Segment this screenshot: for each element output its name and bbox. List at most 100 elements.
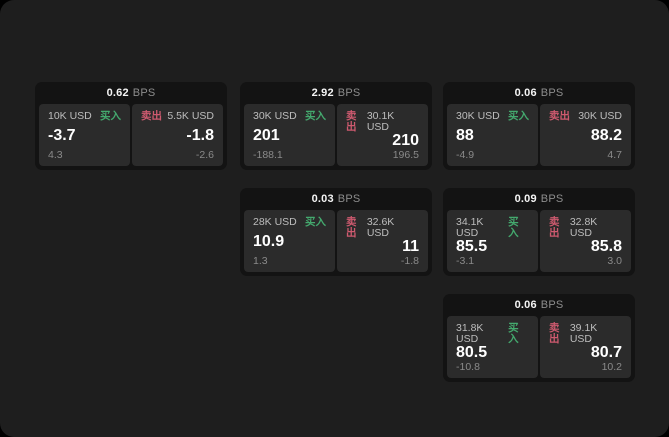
quote-card: 0.06 BPS 31.8K USD 买入 80.5 -10.8 卖出 39.1… xyxy=(443,294,635,382)
sell-amount: 32.6K USD xyxy=(366,216,395,239)
buy-price: 88 xyxy=(456,126,474,144)
buy-label: 买入 xyxy=(305,216,326,228)
buy-amount: 10K USD xyxy=(48,110,92,122)
buy-label: 买入 xyxy=(305,110,326,122)
sell-label: 卖出 xyxy=(141,110,162,122)
card-header: 0.09 BPS xyxy=(443,188,635,210)
buy-delta: -3.1 xyxy=(456,254,475,267)
panel-row: 30K USD 买入 88 -4.9 卖出 30K USD 88.2 4.7 xyxy=(443,104,635,166)
sell-panel-top: 卖出 30.1K USD xyxy=(346,111,419,132)
bps-unit-label: BPS xyxy=(337,87,361,99)
buy-label: 买入 xyxy=(508,216,519,239)
sell-label: 卖出 xyxy=(549,110,570,122)
sell-label: 卖出 xyxy=(346,110,357,133)
sell-amount: 39.1K USD xyxy=(569,322,598,345)
bps-value: 2.92 xyxy=(311,87,334,99)
buy-panel[interactable]: 30K USD 买入 201 -188.1 xyxy=(244,104,335,166)
panel-row: 34.1K USD 买入 85.5 -3.1 卖出 32.8K USD 85.8… xyxy=(443,210,635,272)
buy-panel[interactable]: 34.1K USD 买入 85.5 -3.1 xyxy=(447,210,538,272)
quote-card: 0.03 BPS 28K USD 买入 10.9 1.3 卖出 32.6K US… xyxy=(240,188,432,276)
panel-row: 28K USD 买入 10.9 1.3 卖出 32.6K USD 11 -1.8 xyxy=(240,210,432,272)
sell-price: 80.7 xyxy=(590,343,622,361)
buy-panel[interactable]: 28K USD 买入 10.9 1.3 xyxy=(244,210,335,272)
sell-panel-top: 卖出 30K USD xyxy=(549,111,622,122)
buy-price: 201 xyxy=(253,126,280,144)
sell-delta: -1.8 xyxy=(400,254,419,267)
buy-delta: 4.3 xyxy=(48,148,63,161)
buy-price: -3.7 xyxy=(48,126,76,144)
sell-price: -1.8 xyxy=(186,126,214,144)
quote-card: 0.06 BPS 30K USD 买入 88 -4.9 卖出 30K USD 8… xyxy=(443,82,635,170)
bps-unit-label: BPS xyxy=(540,87,564,99)
sell-price: 85.8 xyxy=(590,237,622,255)
sell-panel-top: 卖出 32.8K USD xyxy=(549,217,622,238)
bps-unit-label: BPS xyxy=(540,193,564,205)
panel-row: 30K USD 买入 201 -188.1 卖出 30.1K USD 210 1… xyxy=(240,104,432,166)
sell-panel[interactable]: 卖出 30K USD 88.2 4.7 xyxy=(540,104,631,166)
card-header: 0.03 BPS xyxy=(240,188,432,210)
panel-row: 10K USD 买入 -3.7 4.3 卖出 5.5K USD -1.8 -2.… xyxy=(35,104,227,166)
buy-panel-top: 31.8K USD 买入 xyxy=(456,323,529,344)
buy-delta: -4.9 xyxy=(456,148,475,161)
buy-panel-top: 28K USD 买入 xyxy=(253,217,326,228)
sell-panel[interactable]: 卖出 39.1K USD 80.7 10.2 xyxy=(540,316,631,378)
buy-delta: -188.1 xyxy=(253,148,283,161)
buy-label: 买入 xyxy=(508,110,529,122)
buy-amount: 28K USD xyxy=(253,216,297,228)
buy-delta: 1.3 xyxy=(253,254,268,267)
sell-price: 88.2 xyxy=(590,126,622,144)
buy-panel-top: 30K USD 买入 xyxy=(456,111,529,122)
sell-amount: 5.5K USD xyxy=(167,110,214,122)
card-header: 0.06 BPS xyxy=(443,82,635,104)
sell-delta: 10.2 xyxy=(601,360,622,373)
quote-card: 0.62 BPS 10K USD 买入 -3.7 4.3 卖出 5.5K USD… xyxy=(35,82,227,170)
buy-panel-top: 30K USD 买入 xyxy=(253,111,326,122)
sell-delta: 3.0 xyxy=(607,254,622,267)
sell-panel[interactable]: 卖出 5.5K USD -1.8 -2.6 xyxy=(132,104,223,166)
bps-unit-label: BPS xyxy=(337,193,361,205)
bps-unit-label: BPS xyxy=(132,87,156,99)
bps-value: 0.09 xyxy=(514,193,537,205)
buy-amount: 30K USD xyxy=(253,110,297,122)
quote-card: 2.92 BPS 30K USD 买入 201 -188.1 卖出 30.1K … xyxy=(240,82,432,170)
buy-panel[interactable]: 30K USD 买入 88 -4.9 xyxy=(447,104,538,166)
card-header: 2.92 BPS xyxy=(240,82,432,104)
sell-panel-top: 卖出 39.1K USD xyxy=(549,323,622,344)
buy-label: 买入 xyxy=(508,322,519,345)
sell-label: 卖出 xyxy=(346,216,357,239)
sell-amount: 32.8K USD xyxy=(569,216,598,239)
card-header: 0.06 BPS xyxy=(443,294,635,316)
sell-delta: 4.7 xyxy=(607,148,622,161)
sell-panel[interactable]: 卖出 30.1K USD 210 196.5 xyxy=(337,104,428,166)
sell-label: 卖出 xyxy=(549,322,560,345)
buy-price: 80.5 xyxy=(456,343,488,361)
sell-amount: 30.1K USD xyxy=(366,110,395,133)
sell-price: 210 xyxy=(392,131,419,149)
buy-panel-top: 10K USD 买入 xyxy=(48,111,121,122)
buy-panel[interactable]: 31.8K USD 买入 80.5 -10.8 xyxy=(447,316,538,378)
sell-delta: 196.5 xyxy=(392,148,419,161)
buy-panel-top: 34.1K USD 买入 xyxy=(456,217,529,238)
sell-delta: -2.6 xyxy=(195,148,214,161)
bps-value: 0.06 xyxy=(514,87,537,99)
bps-value: 0.03 xyxy=(311,193,334,205)
sell-panel-top: 卖出 5.5K USD xyxy=(141,111,214,122)
buy-amount: 31.8K USD xyxy=(456,322,484,345)
sell-amount: 30K USD xyxy=(578,110,622,122)
buy-delta: -10.8 xyxy=(456,360,480,373)
sell-panel-top: 卖出 32.6K USD xyxy=(346,217,419,238)
buy-price: 10.9 xyxy=(253,232,285,250)
buy-price: 85.5 xyxy=(456,237,488,255)
sell-label: 卖出 xyxy=(549,216,560,239)
bps-value: 0.62 xyxy=(106,87,129,99)
sell-price: 11 xyxy=(402,237,419,255)
quote-card: 0.09 BPS 34.1K USD 买入 85.5 -3.1 卖出 32.8K… xyxy=(443,188,635,276)
buy-panel[interactable]: 10K USD 买入 -3.7 4.3 xyxy=(39,104,130,166)
panel-row: 31.8K USD 买入 80.5 -10.8 卖出 39.1K USD 80.… xyxy=(443,316,635,378)
buy-amount: 34.1K USD xyxy=(456,216,484,239)
sell-panel[interactable]: 卖出 32.6K USD 11 -1.8 xyxy=(337,210,428,272)
sell-panel[interactable]: 卖出 32.8K USD 85.8 3.0 xyxy=(540,210,631,272)
buy-amount: 30K USD xyxy=(456,110,500,122)
bps-value: 0.06 xyxy=(514,299,537,311)
